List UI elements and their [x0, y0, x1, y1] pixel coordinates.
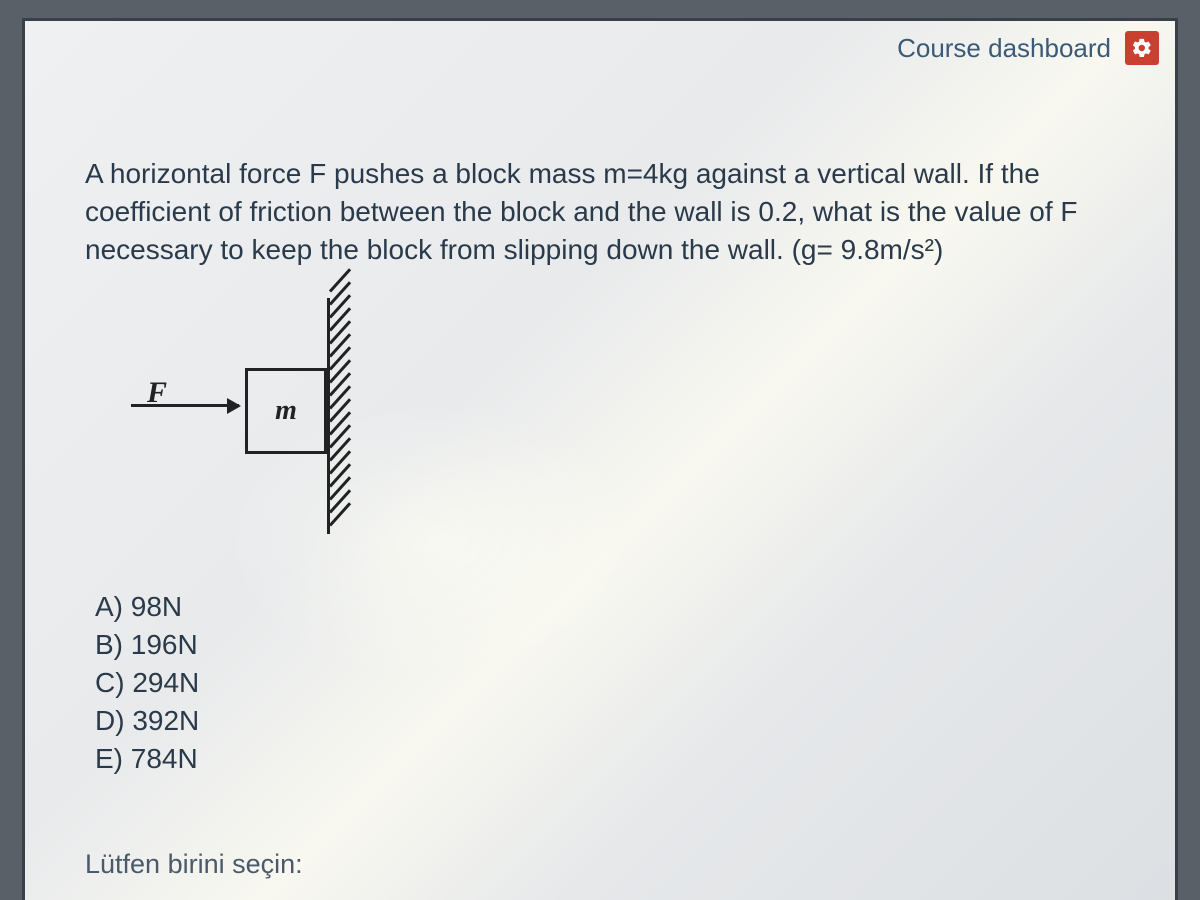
question-body: A horizontal force F pushes a block mass… — [25, 85, 1175, 900]
answer-option: B) 196N — [95, 626, 1115, 664]
answer-option: A) 98N — [95, 588, 1115, 626]
course-dashboard-link[interactable]: Course dashboard — [897, 33, 1111, 64]
force-arrow-icon — [131, 404, 239, 407]
wall-hatches — [330, 290, 380, 538]
answer-option: D) 392N — [95, 702, 1115, 740]
settings-button[interactable] — [1125, 31, 1159, 65]
question-text: A horizontal force F pushes a block mass… — [85, 155, 1115, 268]
physics-diagram: F m — [125, 298, 425, 538]
answer-options: A) 98NB) 196NC) 294ND) 392NE) 784N — [95, 588, 1115, 777]
gear-icon — [1131, 37, 1153, 59]
answer-option: E) 784N — [95, 740, 1115, 778]
header-bar: Course dashboard — [25, 21, 1175, 85]
answer-option: C) 294N — [95, 664, 1115, 702]
content-frame: Course dashboard A horizontal force F pu… — [22, 18, 1178, 900]
mass-block: m — [245, 368, 327, 454]
select-prompt: Lütfen birini seçin: — [85, 849, 1115, 880]
mass-label: m — [275, 395, 297, 427]
